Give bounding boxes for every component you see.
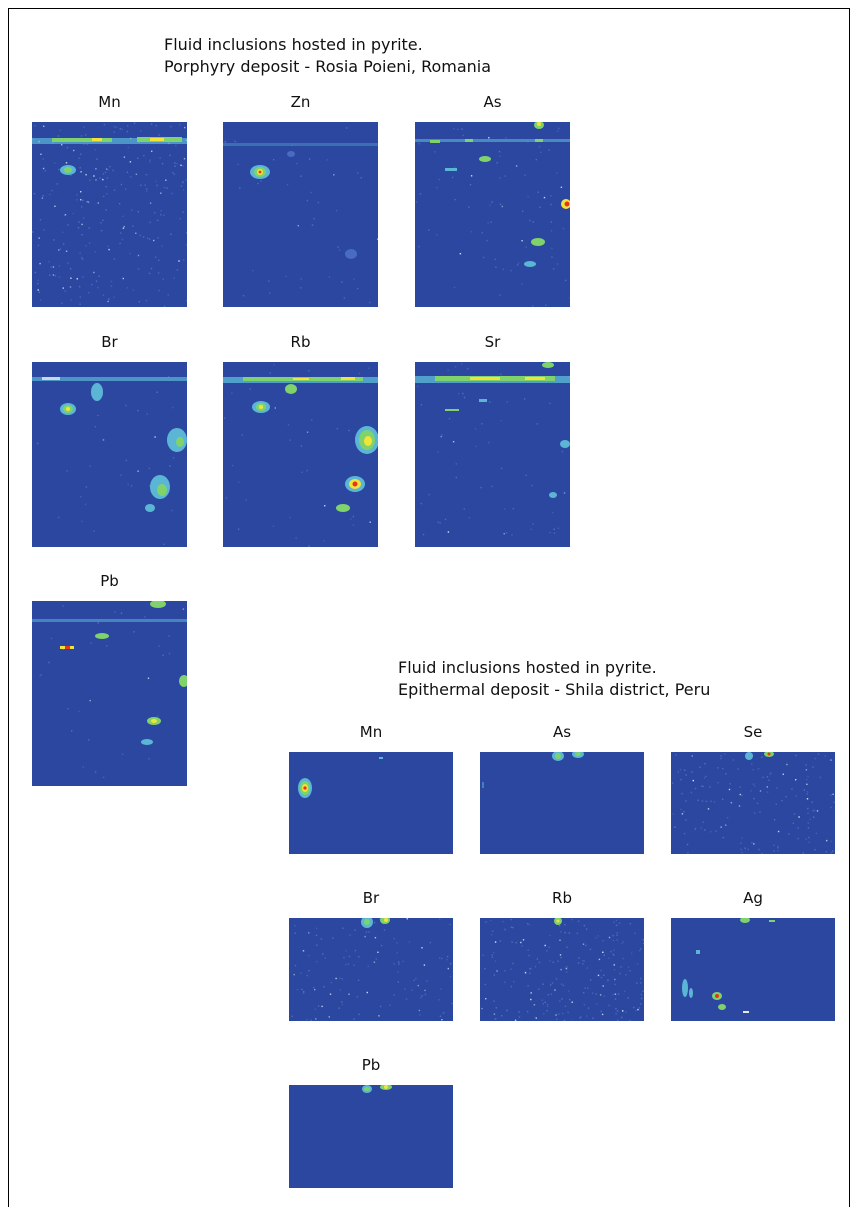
s2-map-se xyxy=(671,752,835,854)
s2-label-mn: Mn xyxy=(359,723,383,741)
s2-label-pb: Pb xyxy=(361,1056,381,1074)
s1-label-sr: Sr xyxy=(484,333,501,351)
s1-map-sr xyxy=(415,362,570,547)
s2-label-br: Br xyxy=(362,889,380,907)
s2-map-pb xyxy=(289,1085,453,1188)
s1-label-mn: Mn xyxy=(98,93,121,111)
s2-label-rb: Rb xyxy=(552,889,572,907)
s2-map-mn xyxy=(289,752,453,854)
s2-map-as xyxy=(480,752,644,854)
s1-label-pb: Pb xyxy=(100,572,119,590)
s1-label-rb: Rb xyxy=(290,333,311,351)
s2-map-br xyxy=(289,918,453,1021)
s1-map-br xyxy=(32,362,187,547)
section1-caption-line2: Porphyry deposit - Rosia Poieni, Romania xyxy=(164,57,492,76)
s1-map-mn xyxy=(32,122,187,307)
s1-map-zn xyxy=(223,122,378,307)
s2-map-rb xyxy=(480,918,644,1021)
section1-caption-line1: Fluid inclusions hosted in pyrite. xyxy=(164,35,423,54)
figure-frame xyxy=(8,8,850,1207)
s2-label-ag: Ag xyxy=(743,889,763,907)
s1-label-zn: Zn xyxy=(290,93,311,111)
s2-map-ag xyxy=(671,918,835,1021)
section2-caption-line2: Epithermal deposit - Shila district, Per… xyxy=(398,680,711,699)
s1-label-br: Br xyxy=(101,333,118,351)
s1-map-as xyxy=(415,122,570,307)
s2-label-se: Se xyxy=(743,723,763,741)
s1-map-rb xyxy=(223,362,378,547)
s1-label-as: As xyxy=(483,93,502,111)
s2-label-as: As xyxy=(552,723,572,741)
s1-map-pb xyxy=(32,601,187,786)
section2-caption-line1: Fluid inclusions hosted in pyrite. xyxy=(398,658,657,677)
